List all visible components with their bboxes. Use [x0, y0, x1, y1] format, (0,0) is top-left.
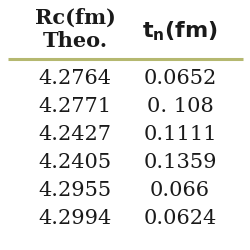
Text: Rc(fm): Rc(fm)	[34, 8, 116, 28]
Text: 4.2994: 4.2994	[38, 209, 112, 228]
Text: 4.2764: 4.2764	[38, 69, 112, 88]
Text: 0. 108: 0. 108	[146, 97, 214, 116]
Text: 0.066: 0.066	[150, 181, 210, 200]
Text: $\mathbf{t_n(fm)}$: $\mathbf{t_n(fm)}$	[142, 20, 218, 43]
Text: Theo.: Theo.	[42, 31, 108, 51]
Text: 0.0624: 0.0624	[144, 209, 216, 228]
Text: 0.0652: 0.0652	[144, 69, 216, 88]
Text: 4.2427: 4.2427	[38, 125, 112, 144]
Text: 0.1111: 0.1111	[143, 125, 217, 144]
Text: 4.2771: 4.2771	[38, 97, 112, 116]
Text: 4.2955: 4.2955	[38, 181, 112, 200]
Text: 4.2405: 4.2405	[38, 153, 112, 172]
Text: 0.1359: 0.1359	[143, 153, 217, 172]
